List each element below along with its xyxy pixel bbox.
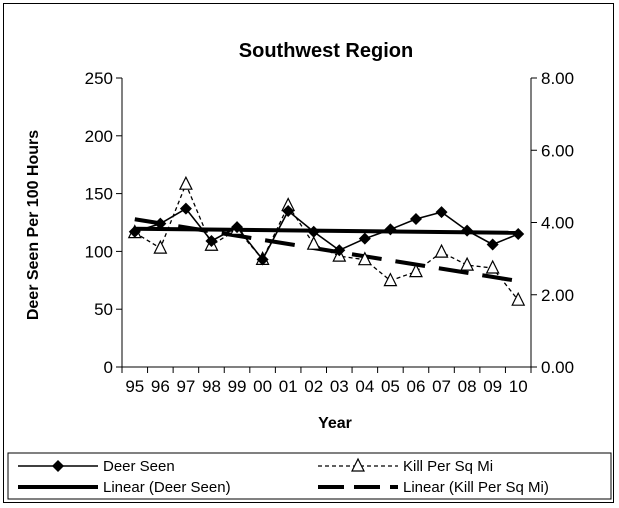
chart-frame: Southwest Region Deer Seen Per 100 Hours…	[3, 3, 614, 503]
legend-marker-deer-seen	[52, 460, 64, 472]
point-deer-seen	[205, 234, 218, 247]
point-deer-seen	[231, 221, 244, 234]
x-tick-label: 98	[202, 377, 221, 396]
x-tick-label: 01	[279, 377, 298, 396]
trendline-kill-per-sq-mi	[134, 217, 519, 283]
point-kill-per-sq-mi	[383, 272, 398, 287]
point-deer-seen	[461, 224, 474, 237]
point-kill-per-sq-mi	[434, 243, 449, 258]
x-tick-label: 04	[355, 377, 374, 396]
y-tick-label-right: 2.00	[541, 286, 574, 305]
point-kill-per-sq-mi	[511, 291, 526, 306]
x-tick-label: 08	[458, 377, 477, 396]
y-tick-label-right: 6.00	[541, 141, 574, 160]
x-tick-label: 07	[432, 377, 451, 396]
line-chart: Southwest Region Deer Seen Per 100 Hours…	[7, 40, 612, 500]
x-tick-label: 97	[176, 377, 195, 396]
x-tick-label: 06	[407, 377, 426, 396]
y-tick-label-left: 0	[104, 358, 113, 377]
point-kill-per-sq-mi	[178, 175, 193, 190]
x-tick-label: 00	[253, 377, 272, 396]
y-tick-label-left: 200	[85, 127, 113, 146]
point-deer-seen	[256, 253, 269, 266]
series-line-kill-per-sq-mi	[134, 182, 519, 301]
point-deer-seen	[282, 204, 295, 217]
legend-marker-kill-per-sq-mi	[351, 457, 365, 472]
legend-label: Kill Per Sq Mi	[403, 458, 493, 475]
x-tick-label: 95	[125, 377, 144, 396]
y-tick-label-right: 8.00	[541, 69, 574, 88]
point-deer-seen	[512, 228, 525, 241]
chart-title: Southwest Region	[239, 40, 413, 62]
legend-box	[7, 452, 612, 500]
x-axis-label: Year	[318, 415, 352, 432]
x-tick-label: 05	[381, 377, 400, 396]
y-tick-label-right: 4.00	[541, 214, 574, 233]
point-deer-seen	[486, 238, 499, 251]
x-tick-label: 09	[483, 377, 502, 396]
point-kill-per-sq-mi	[460, 256, 475, 271]
x-tick-label: 10	[509, 377, 528, 396]
series-line-deer-seen	[134, 207, 519, 261]
point-kill-per-sq-mi	[306, 235, 321, 250]
y-axis-label: Deer Seen Per 100 Hours	[25, 130, 42, 320]
y-tick-label-left: 250	[85, 69, 113, 88]
y-tick-label-left: 100	[85, 242, 113, 261]
y-tick-label-left: 50	[94, 300, 113, 319]
point-kill-per-sq-mi	[357, 251, 372, 266]
point-deer-seen	[435, 206, 448, 219]
point-kill-per-sq-mi	[485, 259, 500, 274]
point-deer-seen	[409, 213, 422, 226]
point-deer-seen	[358, 232, 371, 245]
y-tick-label-right: 0.00	[541, 358, 574, 377]
point-deer-seen	[333, 244, 346, 257]
point-kill-per-sq-mi	[153, 239, 168, 254]
y-tick-label-left: 150	[85, 185, 113, 204]
legend-label: Deer Seen	[103, 458, 175, 475]
point-deer-seen	[179, 202, 192, 215]
x-tick-label: 99	[228, 377, 247, 396]
legend-label: Linear (Kill Per Sq Mi)	[403, 479, 549, 496]
point-kill-per-sq-mi	[408, 263, 423, 278]
legend-label: Linear (Deer Seen)	[103, 479, 231, 496]
x-tick-label: 02	[304, 377, 323, 396]
legend: Deer Seen Kill Per Sq Mi Linear (Deer Seen…	[7, 452, 612, 500]
point-deer-seen	[154, 217, 167, 230]
point-deer-seen	[384, 223, 397, 236]
x-tick-label: 96	[151, 377, 170, 396]
point-deer-seen	[128, 225, 141, 238]
point-deer-seen	[307, 225, 320, 238]
x-tick-label: 03	[330, 377, 349, 396]
